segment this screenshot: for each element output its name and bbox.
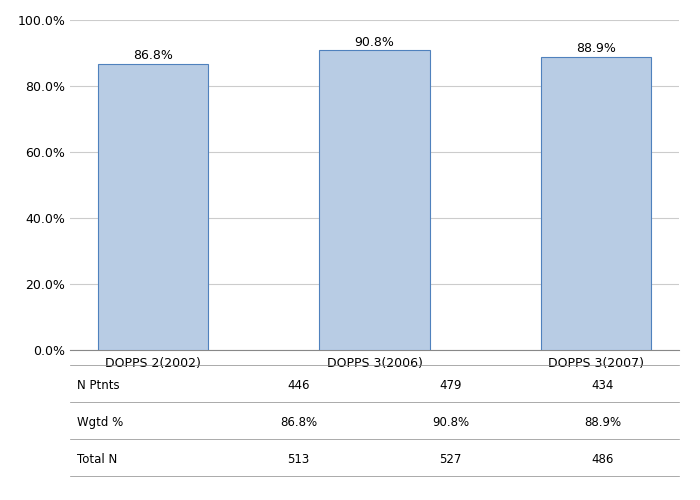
Text: 446: 446: [287, 379, 309, 392]
Bar: [319, 50, 430, 350]
Text: 479: 479: [440, 379, 462, 392]
Text: 90.8%: 90.8%: [355, 36, 394, 49]
Text: 513: 513: [287, 453, 309, 466]
Text: 434: 434: [592, 379, 614, 392]
Text: 86.8%: 86.8%: [280, 416, 317, 429]
Text: 486: 486: [592, 453, 614, 466]
Text: 527: 527: [440, 453, 462, 466]
Text: 86.8%: 86.8%: [133, 49, 173, 62]
Bar: [540, 56, 651, 350]
Text: Total N: Total N: [77, 453, 118, 466]
Bar: [98, 64, 209, 350]
Text: Wgtd %: Wgtd %: [77, 416, 123, 429]
Text: N Ptnts: N Ptnts: [77, 379, 120, 392]
Text: 90.8%: 90.8%: [432, 416, 469, 429]
Text: 88.9%: 88.9%: [576, 42, 616, 55]
Text: 88.9%: 88.9%: [584, 416, 622, 429]
